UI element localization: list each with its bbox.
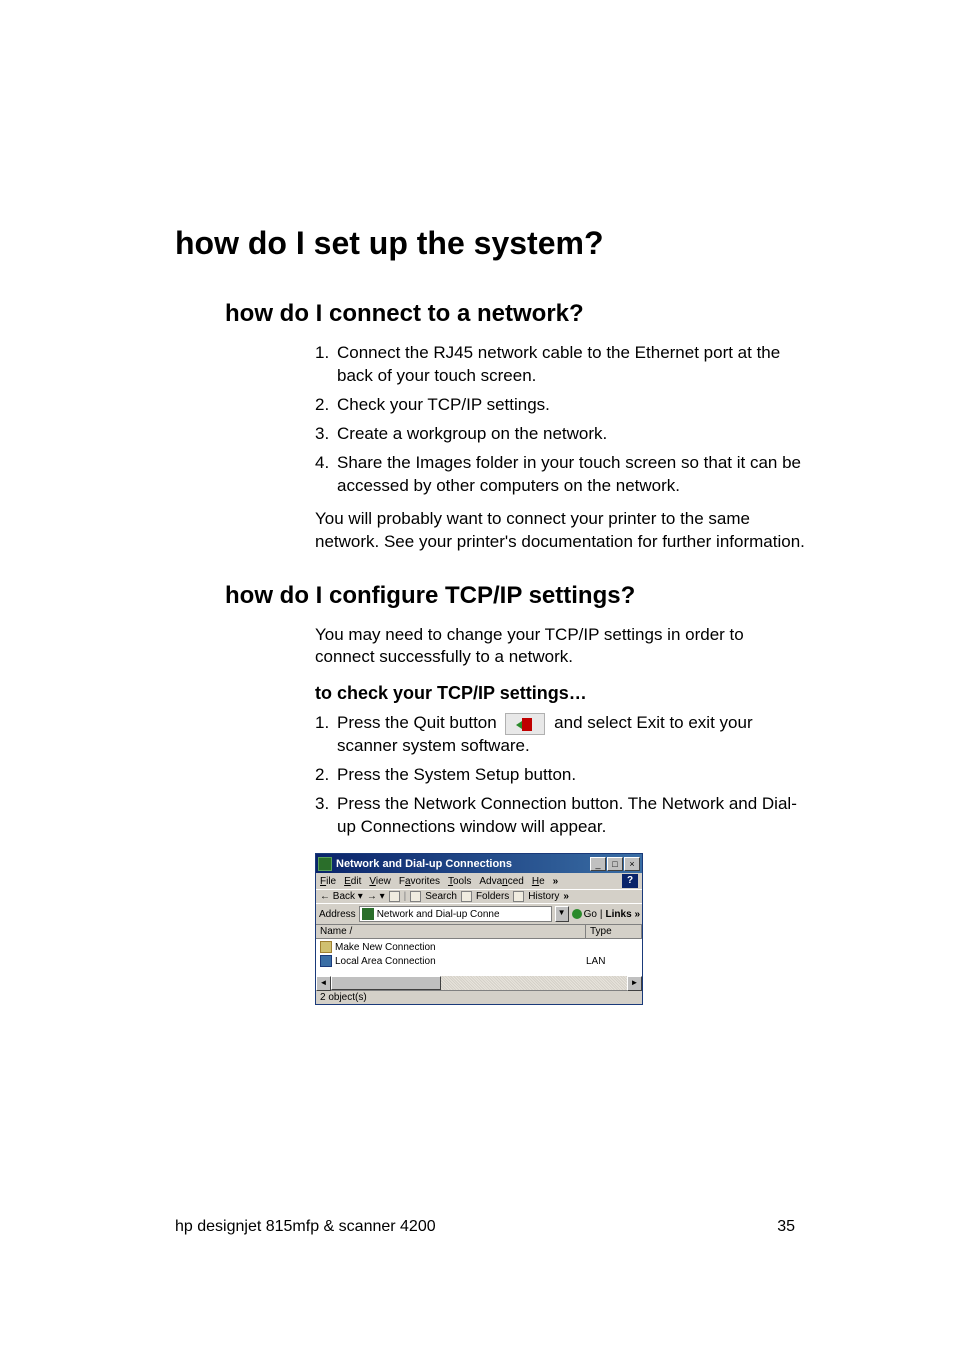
search-button[interactable]: Search (425, 891, 457, 902)
screenshot-network-connections: Network and Dial-up Connections _ □ × Fi… (315, 853, 645, 1005)
horizontal-scrollbar[interactable]: ◄ ► (316, 975, 642, 990)
page-title: how do I set up the system? (175, 225, 795, 262)
folders-button[interactable]: Folders (476, 891, 509, 902)
step-number: 2. (315, 764, 329, 787)
step-text: Connect the RJ45 network cable to the Et… (337, 343, 780, 385)
menu-more[interactable]: » (553, 876, 558, 887)
scroll-left-button[interactable]: ◄ (316, 976, 331, 991)
step-number: 3. (315, 793, 329, 816)
list-item: 4. Share the Images folder in your touch … (315, 452, 805, 498)
footer-product: hp designjet 815mfp & scanner 4200 (175, 1218, 436, 1236)
address-bar: Address Network and Dial-up Conne ▼ Go |… (316, 903, 642, 924)
step-number: 1. (315, 342, 329, 365)
address-label: Address (319, 909, 356, 920)
list-item: 3. Press the Network Connection button. T… (315, 793, 805, 839)
menu-view[interactable]: View (369, 876, 391, 887)
step-text: Press the System Setup button. (337, 765, 576, 784)
scroll-right-button[interactable]: ► (627, 976, 642, 991)
step-text: Share the Images folder in your touch sc… (337, 453, 801, 495)
step-text: Check your TCP/IP settings. (337, 395, 550, 414)
window: Network and Dial-up Connections _ □ × Fi… (315, 853, 643, 1005)
paragraph: You will probably want to connect your p… (315, 508, 805, 554)
quit-button-icon (505, 713, 545, 735)
list-item: 2. Check your TCP/IP settings. (315, 394, 805, 417)
history-button[interactable]: History (528, 891, 559, 902)
item-name: Local Area Connection (335, 956, 586, 967)
step-text: Create a workgroup on the network. (337, 424, 607, 443)
menu-help[interactable]: He (532, 876, 545, 887)
address-dropdown[interactable]: ▼ (555, 906, 569, 922)
section-heading-tcpip: how do I configure TCP/IP settings? (225, 582, 795, 610)
step-number: 2. (315, 394, 329, 417)
scroll-thumb[interactable] (331, 976, 441, 990)
list-item: 3. Create a workgroup on the network. (315, 423, 805, 446)
col-name[interactable]: Name / (316, 925, 586, 938)
steps-list-b: 1. Press the Quit button and select Exit… (315, 712, 805, 839)
toolbar: ← Back ▾ → ▾ | Search Folders History » (316, 889, 642, 903)
paragraph: You may need to change your TCP/IP setti… (315, 624, 805, 670)
scroll-track[interactable] (331, 976, 627, 990)
menu-file[interactable]: File (320, 876, 336, 887)
minimize-button[interactable]: _ (590, 857, 606, 871)
window-icon (318, 857, 332, 871)
up-icon[interactable] (389, 891, 400, 902)
folders-icon[interactable] (461, 891, 472, 902)
menu-tools[interactable]: Tools (448, 876, 471, 887)
steps-list-a: 1. Connect the RJ45 network cable to the … (315, 342, 805, 498)
back-button[interactable]: ← Back ▾ (320, 891, 363, 902)
connection-icon (320, 941, 332, 953)
toolbar-more[interactable]: » (563, 891, 568, 902)
step-number: 3. (315, 423, 329, 446)
forward-button[interactable]: → ▾ (367, 891, 385, 902)
menu-edit[interactable]: Edit (344, 876, 361, 887)
list-area: Make New Connection Local Area Connectio… (316, 939, 642, 975)
connection-icon (320, 955, 332, 967)
close-button[interactable]: × (624, 857, 640, 871)
column-headers: Name / Type (316, 924, 642, 939)
window-title: Network and Dial-up Connections (336, 858, 590, 870)
step-text-pre: Press the Quit button (337, 713, 497, 732)
list-item[interactable]: Make New Connection (316, 940, 642, 954)
address-value: Network and Dial-up Conne (377, 909, 500, 920)
list-item: 2. Press the System Setup button. (315, 764, 805, 787)
subsection-heading: to check your TCP/IP settings… (315, 683, 795, 704)
page-number: 35 (777, 1218, 795, 1236)
list-item: 1. Connect the RJ45 network cable to the … (315, 342, 805, 388)
help-icon[interactable]: ? (622, 874, 638, 888)
go-button[interactable]: Go (572, 909, 597, 920)
status-bar: 2 object(s) (316, 990, 642, 1004)
titlebar[interactable]: Network and Dial-up Connections _ □ × (316, 854, 642, 873)
go-icon (572, 909, 582, 919)
list-item: 1. Press the Quit button and select Exit… (315, 712, 805, 758)
page-footer: hp designjet 815mfp & scanner 4200 35 (175, 1218, 795, 1236)
step-number: 1. (315, 712, 329, 735)
maximize-button[interactable]: □ (607, 857, 623, 871)
section-heading-connect: how do I connect to a network? (225, 300, 795, 328)
address-icon (362, 908, 374, 920)
history-icon[interactable] (513, 891, 524, 902)
links-button[interactable]: Links » (606, 909, 639, 920)
step-text: Press the Network Connection button. The… (337, 794, 797, 836)
item-name: Make New Connection (335, 942, 586, 953)
list-item[interactable]: Local Area Connection LAN (316, 954, 642, 968)
menu-advanced[interactable]: Advanced (479, 876, 523, 887)
step-number: 4. (315, 452, 329, 475)
search-icon[interactable] (410, 891, 421, 902)
menu-favorites[interactable]: Favorites (399, 876, 440, 887)
address-input[interactable]: Network and Dial-up Conne (359, 906, 552, 922)
menubar: File Edit View Favorites Tools Advanced … (316, 873, 642, 889)
item-type: LAN (586, 956, 638, 967)
col-type[interactable]: Type (586, 925, 642, 938)
